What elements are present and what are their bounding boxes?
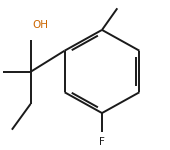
- Text: OH: OH: [32, 20, 48, 30]
- Text: F: F: [99, 137, 105, 147]
